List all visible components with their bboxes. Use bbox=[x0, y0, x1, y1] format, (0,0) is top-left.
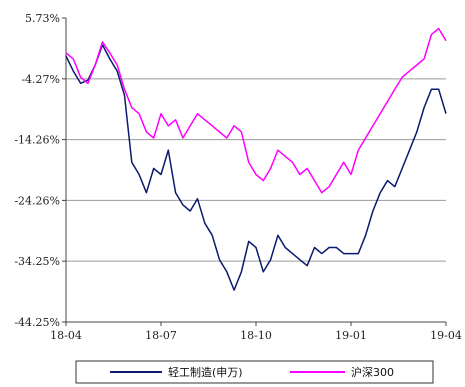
x-tick-label: 19-04 bbox=[430, 329, 462, 342]
y-tick-label: -34.25% bbox=[14, 255, 60, 268]
legend-box bbox=[75, 360, 434, 384]
x-tick-label: 18-10 bbox=[240, 329, 272, 342]
y-tick-label: 5.73% bbox=[25, 12, 60, 25]
x-tick-label: 18-07 bbox=[145, 329, 177, 342]
x-tick-label: 19-01 bbox=[335, 329, 367, 342]
series-line-2 bbox=[65, 27, 447, 194]
y-tick-label: -44.25% bbox=[14, 316, 60, 329]
x-tick-label: 18-04 bbox=[50, 329, 82, 342]
tick-labels: 5.73%-4.27%-14.26%-24.26%-34.25%-44.25%1… bbox=[14, 12, 462, 342]
legend-label-2: 沪深300 bbox=[351, 365, 394, 379]
legend-label-1: 轻工制造(申万) bbox=[168, 365, 243, 379]
axes bbox=[62, 17, 447, 326]
y-tick-label: -24.26% bbox=[14, 194, 60, 207]
y-tick-label: -14.26% bbox=[14, 134, 60, 147]
y-tick-label: -4.27% bbox=[21, 73, 60, 86]
gridlines bbox=[66, 78, 446, 262]
series-line-1 bbox=[65, 44, 447, 291]
legend: 轻工制造(申万) 沪深300 bbox=[75, 360, 434, 384]
series-lines bbox=[65, 27, 447, 291]
